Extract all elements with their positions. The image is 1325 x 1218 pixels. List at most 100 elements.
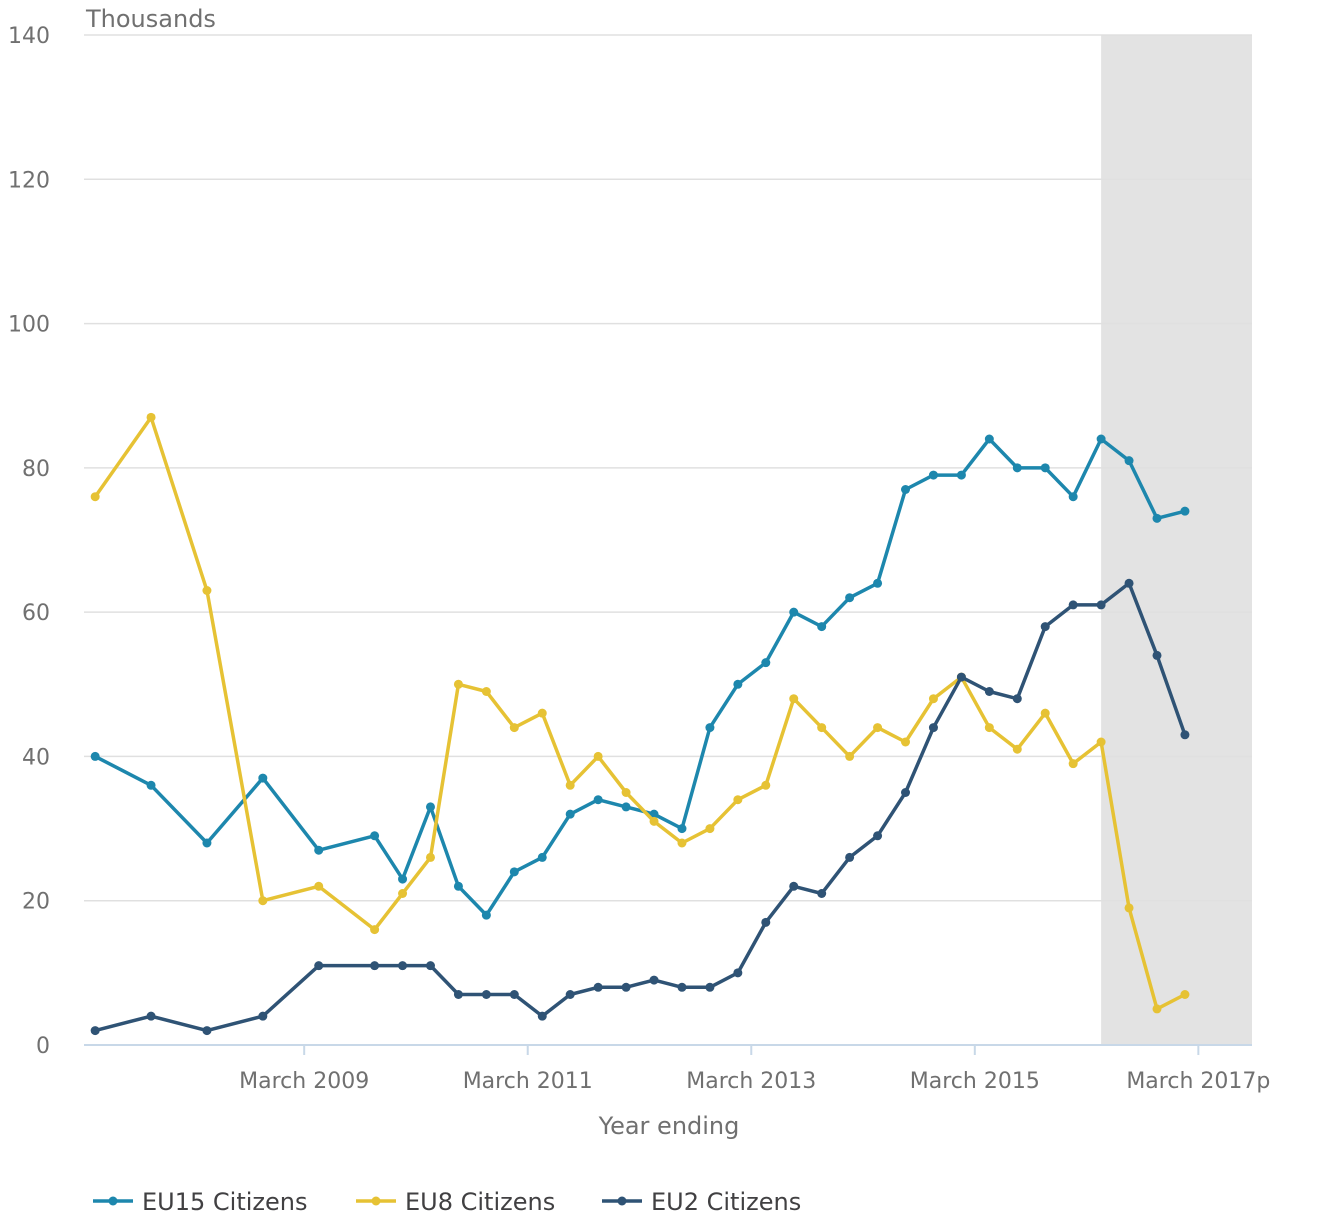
data-point [398, 961, 408, 971]
data-point [593, 751, 603, 761]
data-point [202, 586, 212, 595]
data-point [481, 687, 491, 696]
data-point [817, 723, 827, 733]
data-point [1152, 1004, 1162, 1014]
data-point [593, 982, 603, 992]
legend-swatch-marker [108, 1196, 118, 1206]
data-point [509, 990, 519, 999]
data-point [537, 708, 547, 718]
data-point [901, 485, 911, 494]
legend-label: EU8 Citizens [405, 1188, 555, 1216]
legend-swatch-marker [617, 1196, 627, 1206]
data-point [1068, 600, 1078, 610]
data-point [481, 990, 491, 999]
data-point [537, 852, 547, 862]
series-line-1 [93, 415, 1186, 1011]
data-point [873, 831, 883, 841]
x-axis-tick-labels: March 2009 March 2011 March 2013 March 2015… [239, 1069, 1270, 1094]
data-point [453, 679, 463, 689]
data-point [761, 917, 771, 927]
data-point [733, 679, 743, 689]
data-point [398, 874, 408, 884]
x-tick-label-2: March 2013 [686, 1069, 816, 1094]
data-point [705, 723, 715, 733]
data-point [984, 723, 994, 733]
data-point [928, 470, 938, 480]
data-point [90, 492, 100, 502]
x-tick-label-3: March 2015 [910, 1069, 1040, 1094]
data-point [761, 658, 771, 668]
data-point [146, 412, 156, 422]
data-point [314, 845, 324, 855]
data-point [453, 881, 463, 891]
y-tick-label-40: 40 [22, 745, 50, 770]
data-point [1152, 513, 1162, 523]
data-point [202, 838, 212, 848]
data-point [873, 723, 883, 733]
series-line-0 [94, 437, 1186, 917]
data-point [677, 838, 687, 848]
data-point [425, 852, 435, 862]
data-point [705, 824, 715, 834]
data-point [1124, 578, 1134, 588]
data-point [733, 795, 743, 805]
data-point [1180, 990, 1190, 999]
shaded-region [1101, 35, 1252, 1045]
data-point [1068, 492, 1078, 502]
y-tick-label-140: 140 [8, 24, 50, 49]
data-point [258, 1011, 268, 1021]
x-tick-label-0: March 2009 [239, 1069, 369, 1094]
data-point [901, 737, 911, 747]
data-point [789, 881, 799, 891]
y-tick-label-100: 100 [8, 313, 50, 338]
data-point [370, 925, 380, 935]
data-point [649, 809, 659, 819]
data-point [1040, 708, 1050, 718]
data-point [1012, 744, 1022, 754]
data-point [817, 622, 827, 632]
data-point [565, 780, 575, 790]
data-point [398, 889, 408, 898]
data-point [1096, 600, 1106, 610]
y-tick-label-120: 120 [8, 168, 50, 193]
data-point [146, 780, 156, 790]
data-point [1180, 506, 1190, 516]
data-point [202, 1026, 212, 1036]
data-point [1068, 759, 1078, 769]
y-tick-label-80: 80 [22, 457, 50, 482]
data-point [1040, 622, 1050, 632]
data-point [956, 672, 966, 682]
data-point [1152, 650, 1162, 660]
data-point [258, 773, 268, 783]
data-point [565, 990, 575, 999]
series-lines [90, 412, 1190, 1036]
data-point [845, 751, 855, 761]
data-point [1012, 463, 1022, 473]
y-units-label: Thousands [85, 5, 216, 33]
y-tick-label-0: 0 [36, 1034, 50, 1059]
legend-label: EU15 Citizens [142, 1188, 307, 1216]
data-point [565, 809, 575, 819]
data-point [1124, 456, 1134, 466]
y-tick-label-60: 60 [22, 601, 50, 626]
data-point [928, 694, 938, 704]
legend-item-0: EU15 Citizens [93, 1188, 307, 1216]
x-tick-label-4: March 2017p [1126, 1069, 1270, 1094]
x-axis [84, 1044, 1252, 1055]
data-point [90, 751, 100, 761]
data-point [733, 968, 743, 978]
data-point [956, 470, 966, 480]
data-point [621, 982, 631, 992]
data-point [984, 687, 994, 696]
data-point [984, 434, 994, 444]
data-point [621, 788, 631, 797]
data-point [370, 961, 380, 971]
data-point [537, 1011, 547, 1021]
series-0 [90, 434, 1190, 920]
y-axis-tick-labels: 0 20 40 60 80 100 120 140 [8, 24, 50, 1059]
data-point [677, 982, 687, 992]
data-point [1096, 737, 1106, 747]
data-point [425, 802, 435, 812]
data-point [901, 788, 911, 797]
